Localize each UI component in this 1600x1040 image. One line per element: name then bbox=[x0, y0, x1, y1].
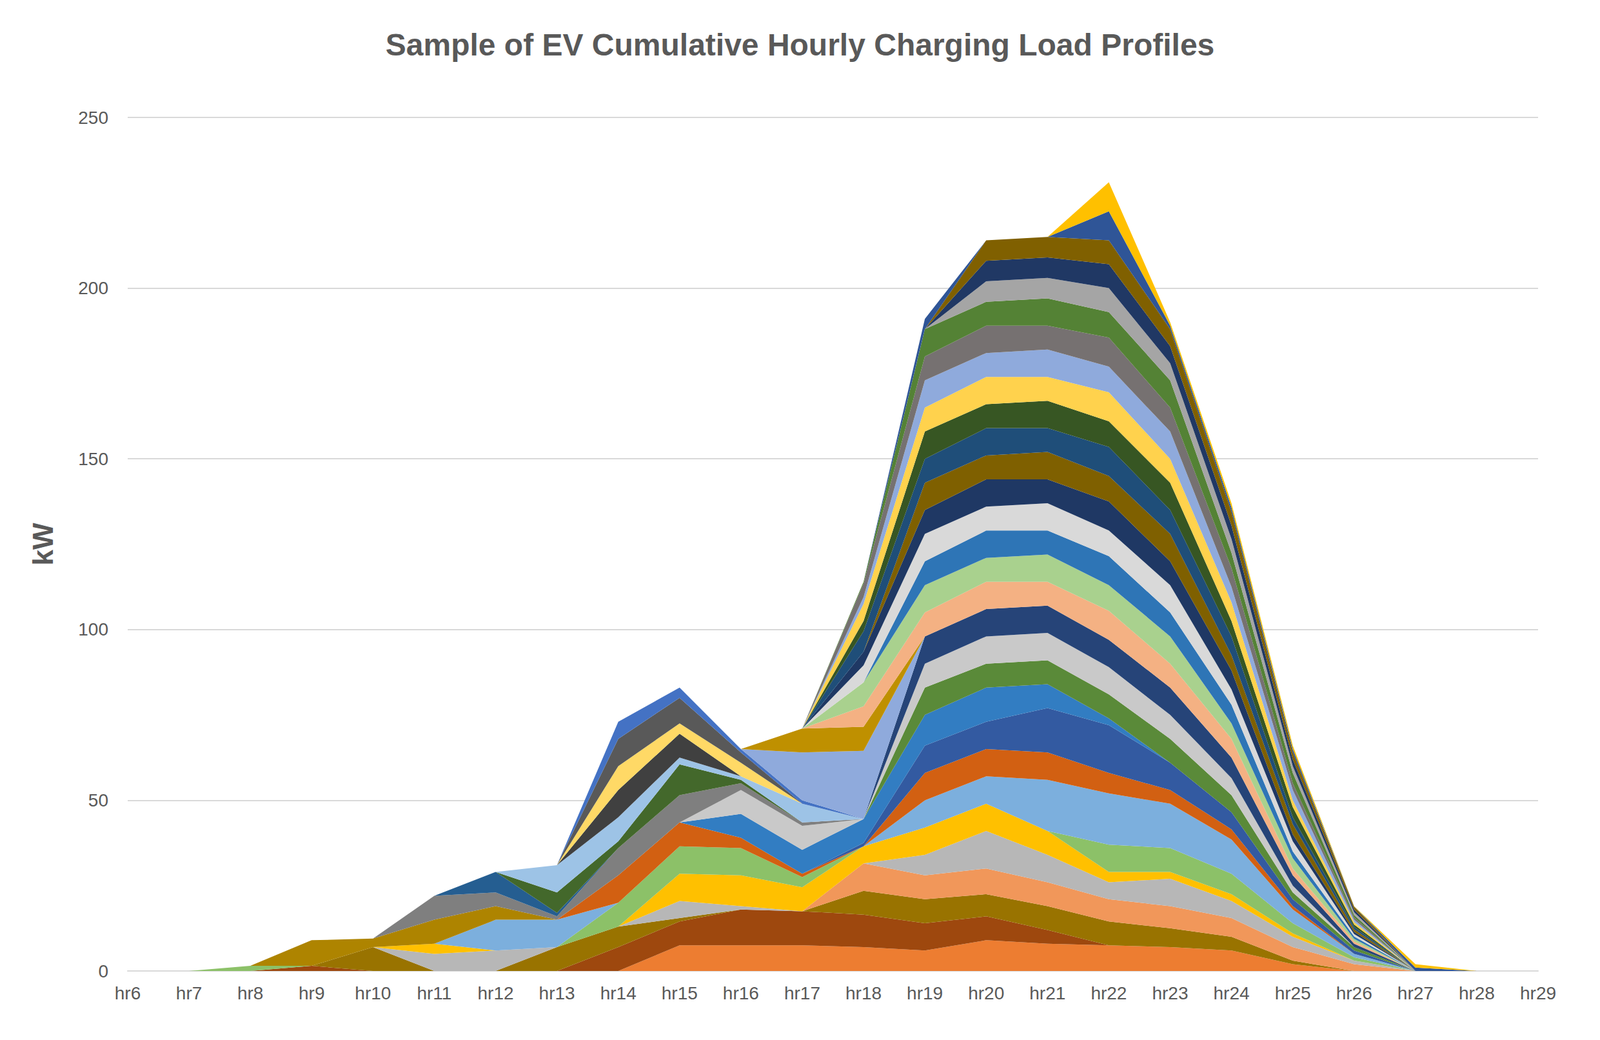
svg-text:hr10: hr10 bbox=[354, 982, 391, 1003]
svg-text:hr21: hr21 bbox=[1029, 982, 1066, 1003]
svg-text:hr19: hr19 bbox=[906, 982, 943, 1003]
svg-text:hr17: hr17 bbox=[784, 982, 821, 1003]
svg-text:hr15: hr15 bbox=[661, 982, 698, 1003]
svg-text:hr28: hr28 bbox=[1458, 982, 1495, 1003]
svg-text:200: 200 bbox=[78, 277, 109, 298]
svg-text:hr18: hr18 bbox=[845, 982, 882, 1003]
svg-text:hr24: hr24 bbox=[1213, 982, 1250, 1003]
svg-text:hr12: hr12 bbox=[477, 982, 514, 1003]
svg-text:hr9: hr9 bbox=[298, 982, 325, 1003]
svg-text:100: 100 bbox=[78, 619, 109, 640]
svg-text:hr16: hr16 bbox=[722, 982, 760, 1003]
svg-text:hr6: hr6 bbox=[114, 982, 141, 1003]
svg-text:150: 150 bbox=[78, 448, 109, 469]
svg-text:hr14: hr14 bbox=[600, 982, 637, 1003]
svg-text:hr29: hr29 bbox=[1520, 982, 1557, 1003]
svg-text:hr7: hr7 bbox=[176, 982, 202, 1003]
svg-text:hr8: hr8 bbox=[237, 982, 264, 1003]
svg-text:hr20: hr20 bbox=[967, 982, 1005, 1003]
svg-text:50: 50 bbox=[88, 790, 109, 810]
svg-text:hr22: hr22 bbox=[1090, 982, 1127, 1003]
svg-text:hr26: hr26 bbox=[1336, 982, 1373, 1003]
svg-text:hr23: hr23 bbox=[1151, 982, 1188, 1003]
svg-text:Sample of EV Cumulative Hourly: Sample of EV Cumulative Hourly Charging … bbox=[385, 27, 1215, 62]
svg-text:hr25: hr25 bbox=[1274, 982, 1312, 1003]
svg-text:0: 0 bbox=[98, 960, 109, 981]
svg-text:hr13: hr13 bbox=[539, 982, 576, 1003]
svg-text:kW: kW bbox=[27, 522, 59, 565]
svg-text:250: 250 bbox=[78, 107, 109, 128]
svg-text:hr27: hr27 bbox=[1397, 982, 1434, 1003]
svg-text:hr11: hr11 bbox=[416, 982, 452, 1003]
